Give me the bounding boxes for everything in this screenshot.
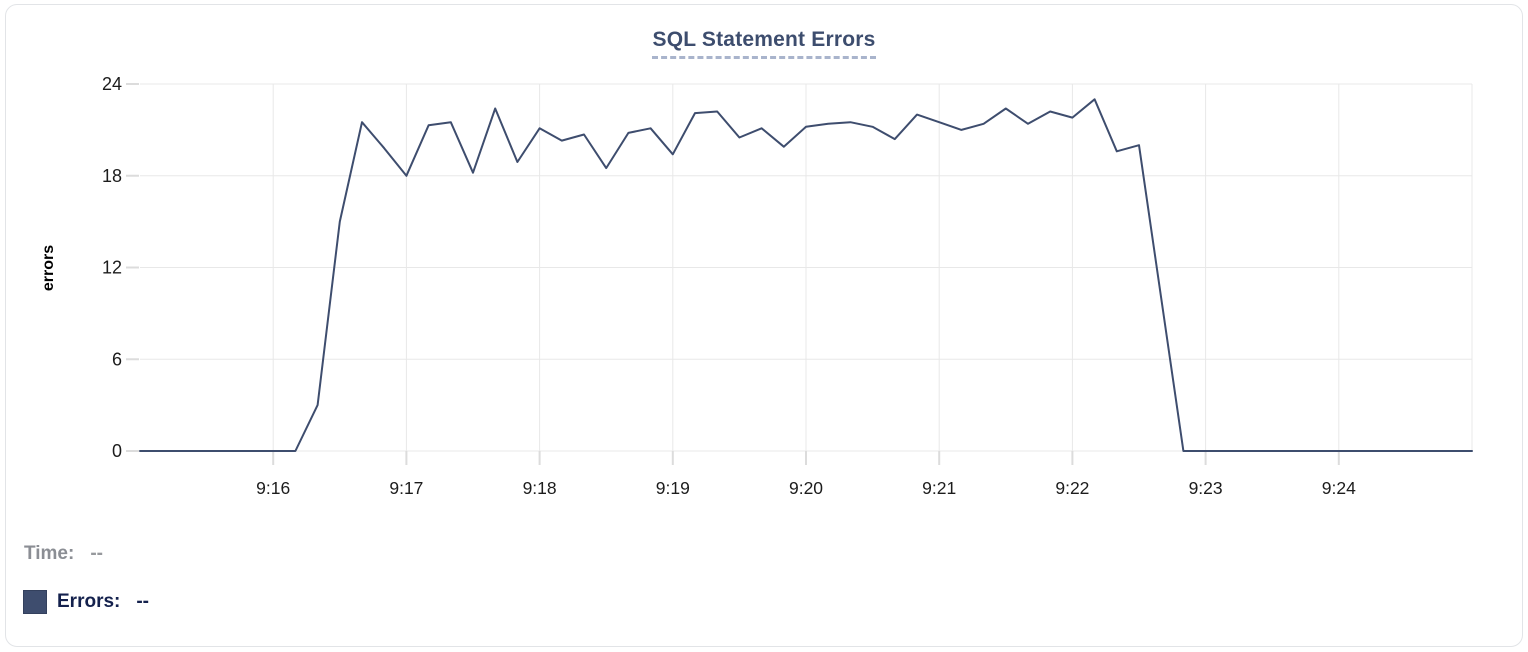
- chart-title[interactable]: SQL Statement Errors: [652, 28, 876, 59]
- svg-text:9:18: 9:18: [523, 478, 557, 498]
- chart-header: SQL Statement Errors: [0, 28, 1528, 59]
- chart-card: [5, 4, 1523, 647]
- svg-text:9:23: 9:23: [1189, 478, 1223, 498]
- errors-series-line: [139, 98, 1473, 452]
- errors-legend-item[interactable]: Errors: --: [23, 590, 149, 614]
- svg-text:9:20: 9:20: [789, 478, 823, 498]
- svg-text:9:24: 9:24: [1322, 478, 1356, 498]
- errors-readout-label: Errors:: [57, 591, 121, 612]
- svg-text:9:17: 9:17: [389, 478, 423, 498]
- svg-text:18: 18: [102, 166, 122, 186]
- svg-text:12: 12: [102, 258, 122, 278]
- y-axis-title: errors: [40, 245, 57, 291]
- svg-text:0: 0: [112, 441, 122, 461]
- errors-readout-value: --: [136, 591, 150, 612]
- svg-text:6: 6: [112, 349, 122, 369]
- svg-text:9:21: 9:21: [922, 478, 956, 498]
- time-readout-label: Time:: [24, 543, 75, 564]
- svg-text:9:22: 9:22: [1055, 478, 1089, 498]
- errors-series-swatch: [23, 590, 47, 614]
- x-axis-labels: 9:16 9:17 9:18 9:19 9:20 9:21 9:22 9:23 9:24: [256, 478, 1356, 498]
- time-readout: Time: --: [24, 543, 103, 565]
- svg-text:9:16: 9:16: [256, 478, 290, 498]
- plot-area[interactable]: [140, 84, 1472, 451]
- svg-text:9:19: 9:19: [656, 478, 690, 498]
- time-readout-value: --: [90, 543, 103, 564]
- svg-text:24: 24: [102, 74, 122, 94]
- y-axis-labels: 0 6 12 18 24: [102, 74, 122, 461]
